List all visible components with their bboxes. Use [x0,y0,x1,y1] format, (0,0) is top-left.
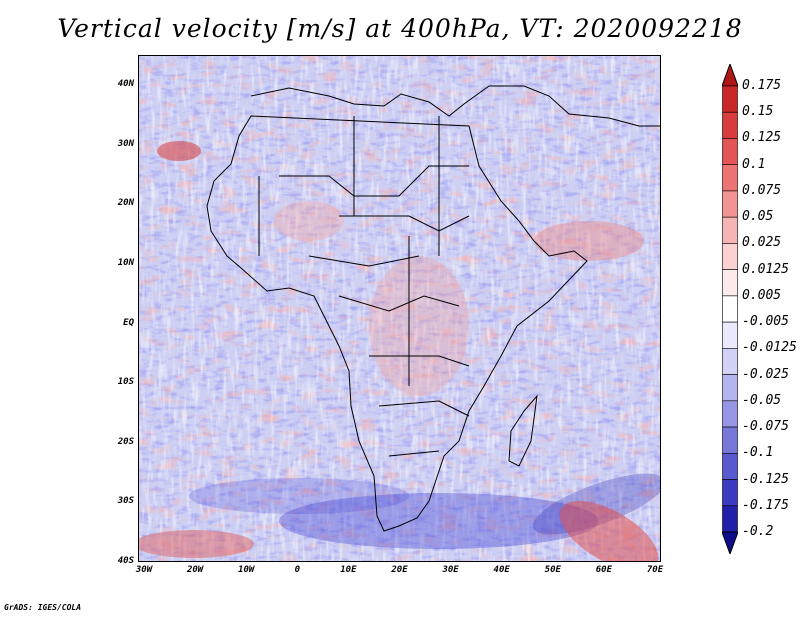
map-panel [138,55,661,562]
lon-tick-label: 60E [595,565,613,575]
colorbar-bottom-arrow [721,531,739,556]
lon-tick-label: 20W [186,565,204,575]
colorbar-swatch [722,348,738,375]
colorbar [721,62,739,556]
colorbar-label: 0.005 [742,287,782,303]
colorbar-swatch [722,164,738,192]
colorbar-swatch [722,85,738,113]
lat-tick-label: 40N [117,79,134,89]
colorbar-label: -0.075 [742,419,789,435]
colorbar-label: -0.2 [742,524,774,539]
colorbar-swatches [721,62,739,556]
colorbar-swatch [722,269,738,297]
colorbar-label: 0.125 [742,130,782,146]
lat-tick-label: 10S [117,377,134,388]
colorbar-swatch [722,400,738,428]
lat-tick-label: 30N [117,138,134,149]
lon-tick-label: 50E [544,565,561,575]
lon-tick-label: 10W [238,565,255,575]
lon-tick-label: 70E [646,565,664,575]
lon-tick-label: 40E [493,565,510,575]
colorbar-swatch [722,295,738,323]
colorbar-label: -0.0125 [742,340,797,356]
coastlines [206,85,660,532]
lon-tick-label: 20E [391,565,408,575]
lat-tick-label: EQ [123,317,134,328]
lon-tick-label: 10E [340,565,357,575]
colorbar-swatch [722,243,738,270]
colorbar-swatch [722,138,738,166]
colorbar-top-arrow [721,62,739,87]
colorbar-label: 0.0125 [742,261,789,277]
lon-tick-label: 30W [135,565,153,575]
lat-tick-label: 40S [117,556,134,566]
colorbar-swatch [722,374,738,402]
lat-tick-label: 10N [117,257,134,268]
lat-tick-label: 20S [117,436,134,447]
footer-credit: GrADS: IGES/COLA [4,603,82,612]
lon-tick-label: 0 [294,565,300,575]
colorbar-label: -0.025 [742,366,789,382]
colorbar-swatch [722,111,738,139]
colorbar-label: 0.05 [742,209,774,225]
colorbar-label: 0.175 [742,78,782,93]
colorbar-swatch [722,479,738,507]
colorbar-label: -0.005 [742,314,789,330]
colorbar-label: 0.15 [742,104,774,120]
colorbar-label: 0.075 [742,182,782,198]
map-title: Vertical velocity [m/s] at 400hPa, VT: 2… [57,14,743,43]
colorbar-label: 0.1 [742,156,766,172]
colorbar-label: 0.025 [742,235,782,251]
colorbar-swatch [722,452,738,480]
colorbar-swatch [722,505,738,533]
lat-tick-label: 30S [117,496,134,507]
colorbar-label: -0.1 [742,445,774,461]
colorbar-swatch [722,426,738,454]
colorbar-label: -0.125 [742,471,789,487]
colorbar-label: -0.175 [742,497,789,513]
velocity-field [139,56,660,561]
colorbar-swatch [722,190,738,218]
colorbar-swatch [722,321,738,349]
colorbar-label: -0.05 [742,392,782,408]
colorbar-swatch [722,216,738,244]
lon-tick-label: 30E [442,565,459,575]
lat-tick-label: 20N [117,198,134,209]
